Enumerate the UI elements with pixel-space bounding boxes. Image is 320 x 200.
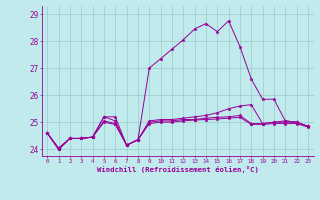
X-axis label: Windchill (Refroidissement éolien,°C): Windchill (Refroidissement éolien,°C) — [97, 166, 259, 173]
